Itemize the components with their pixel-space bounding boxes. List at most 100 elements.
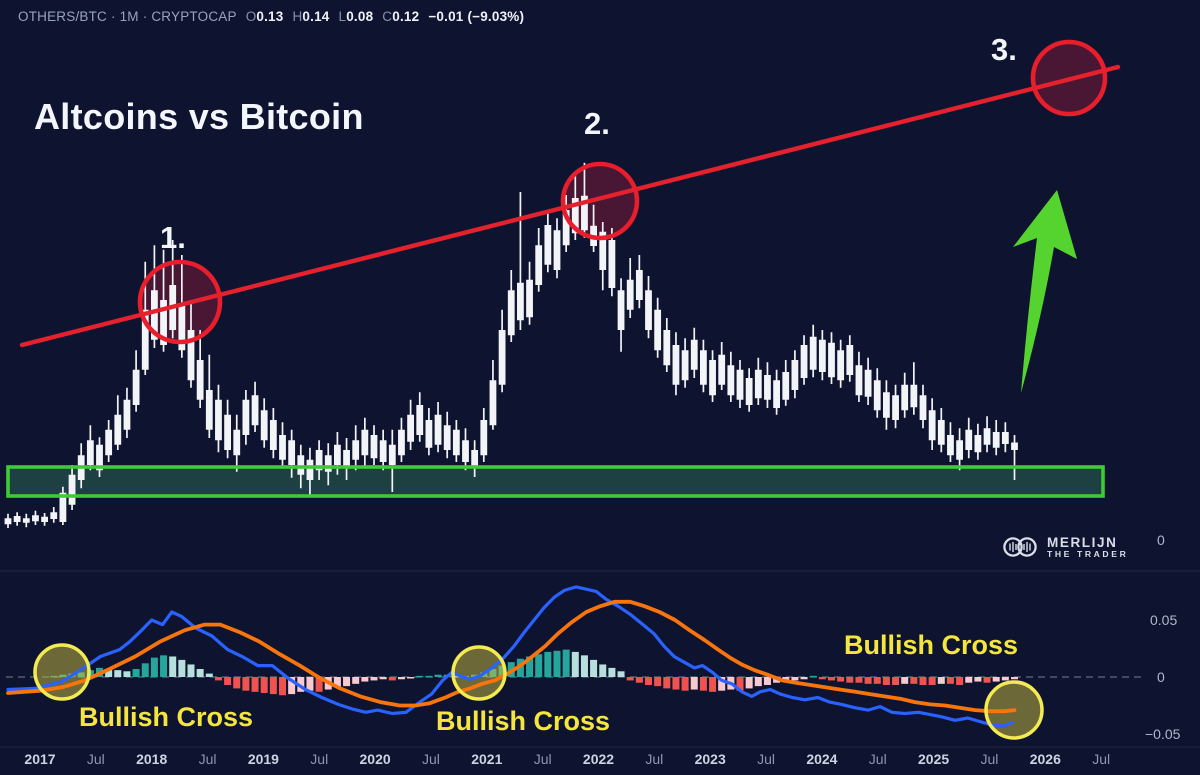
macd-histogram-bar: [526, 656, 534, 677]
candle-body: [187, 330, 195, 381]
macd-histogram-bar: [754, 677, 762, 687]
macd-histogram-bar: [681, 677, 689, 691]
macd-histogram-bar: [416, 675, 424, 678]
macd-histogram-bar: [983, 677, 991, 683]
candle-body: [864, 369, 872, 397]
bullish-cross-circle-ring: [984, 680, 1044, 740]
symbol-legend[interactable]: OTHERS/BTC · 1M · CRYPTOCAP O0.13 H0.14 …: [18, 9, 524, 24]
macd-histogram-bar: [242, 677, 250, 691]
candle-body: [105, 429, 113, 456]
candle-body: [645, 290, 652, 330]
candle-body: [526, 279, 533, 318]
macd-histogram-bar: [407, 677, 415, 679]
macd-histogram-bar: [123, 671, 131, 677]
x-axis-label-jul-13: Jul: [757, 751, 775, 767]
ohlc-close: C0.12: [382, 9, 419, 24]
candle-body: [114, 414, 122, 445]
candle-body: [324, 455, 332, 472]
candle-body: [846, 345, 854, 375]
x-axis-label-2022-10: 2022: [582, 751, 615, 767]
macd-histogram-bar: [279, 677, 286, 696]
macd-histogram-bar: [379, 677, 387, 680]
candle-body: [50, 512, 58, 519]
candle-body: [800, 345, 808, 378]
candle-body: [96, 444, 103, 471]
macd-axis-label-0: 0: [1157, 669, 1165, 685]
candle-body: [123, 399, 131, 430]
candle-body: [297, 455, 305, 475]
trendline-touch-ring: [137, 259, 223, 345]
candle-body: [681, 350, 689, 381]
macd-axis-label-−0.05: −0.05: [1145, 726, 1181, 742]
candle-body: [965, 429, 973, 450]
candle-body: [700, 350, 707, 385]
macd-histogram-bar: [828, 677, 835, 681]
candle-body: [434, 414, 442, 445]
macd-signal-line: [6, 599, 1017, 714]
macd-histogram-bar: [260, 677, 268, 693]
macd-histogram-bar: [288, 677, 296, 695]
macd-histogram-bar: [535, 654, 543, 677]
candle-body: [407, 414, 414, 442]
candle-body: [361, 429, 369, 456]
macd-histogram-bar: [132, 669, 140, 677]
macd-histogram-bar: [489, 669, 497, 677]
trendline-touch-ring: [1030, 39, 1108, 117]
macd-histogram-bar: [882, 677, 890, 685]
macd-histogram-bar: [992, 677, 1000, 682]
candle-body: [334, 444, 341, 465]
symbol-title[interactable]: OTHERS/BTC · 1M · CRYPTOCAP: [18, 9, 237, 24]
candle-body: [233, 429, 241, 456]
macd-histogram-bar: [214, 677, 222, 681]
touchpoint-number-2: 2.: [584, 106, 610, 141]
macd-histogram-bar: [690, 677, 698, 690]
macd-histogram-bar: [571, 651, 579, 677]
candle-body: [507, 290, 515, 336]
x-axis-label-2026-18: 2026: [1029, 751, 1061, 767]
candle-body: [581, 195, 588, 231]
candle-body: [260, 410, 268, 441]
candle-body: [736, 369, 744, 400]
macd-histogram-bar: [974, 677, 982, 682]
candle-body: [416, 405, 424, 435]
x-axis-label-jul-7: Jul: [421, 751, 440, 767]
macd-histogram-bar: [672, 677, 680, 690]
low-value: 0.08: [346, 9, 374, 24]
macd-line: [6, 585, 1015, 728]
candle-body: [59, 492, 67, 522]
candle-body: [608, 240, 616, 288]
candle-body: [947, 435, 954, 456]
macd-histogram-bar: [397, 677, 405, 680]
candle-body: [727, 365, 735, 396]
candle-body: [837, 350, 845, 381]
candle-body: [388, 444, 396, 465]
macd-histogram-bar: [892, 677, 900, 685]
macd-histogram-bar: [224, 677, 232, 685]
infinity-candles-icon: [1003, 537, 1037, 557]
candle-body: [809, 336, 817, 370]
macd-histogram-bar: [269, 677, 277, 695]
candle-body: [828, 342, 835, 378]
candle-body: [937, 420, 945, 445]
macd-histogram-bar: [306, 677, 314, 691]
candle-body: [425, 420, 433, 448]
candle-body: [196, 360, 204, 400]
macd-histogram-bar: [114, 670, 122, 677]
x-axis-label-jul-9: Jul: [533, 751, 552, 767]
open-prefix: O: [245, 9, 257, 24]
macd-histogram-bar: [590, 659, 598, 677]
macd-histogram-bar: [562, 649, 570, 677]
x-axis-label-2024-14: 2024: [806, 751, 838, 767]
candle-body: [251, 395, 259, 426]
x-axis-label-jul-5: Jul: [310, 751, 329, 767]
trendline: [19, 64, 1121, 348]
candle-body: [379, 440, 387, 462]
macd-histogram-bar: [763, 677, 771, 685]
candle-body: [773, 380, 780, 408]
macd-histogram-bar: [160, 655, 168, 677]
candle-body: [452, 429, 460, 456]
macd-histogram-bar: [864, 677, 872, 684]
candle-body: [535, 245, 543, 285]
